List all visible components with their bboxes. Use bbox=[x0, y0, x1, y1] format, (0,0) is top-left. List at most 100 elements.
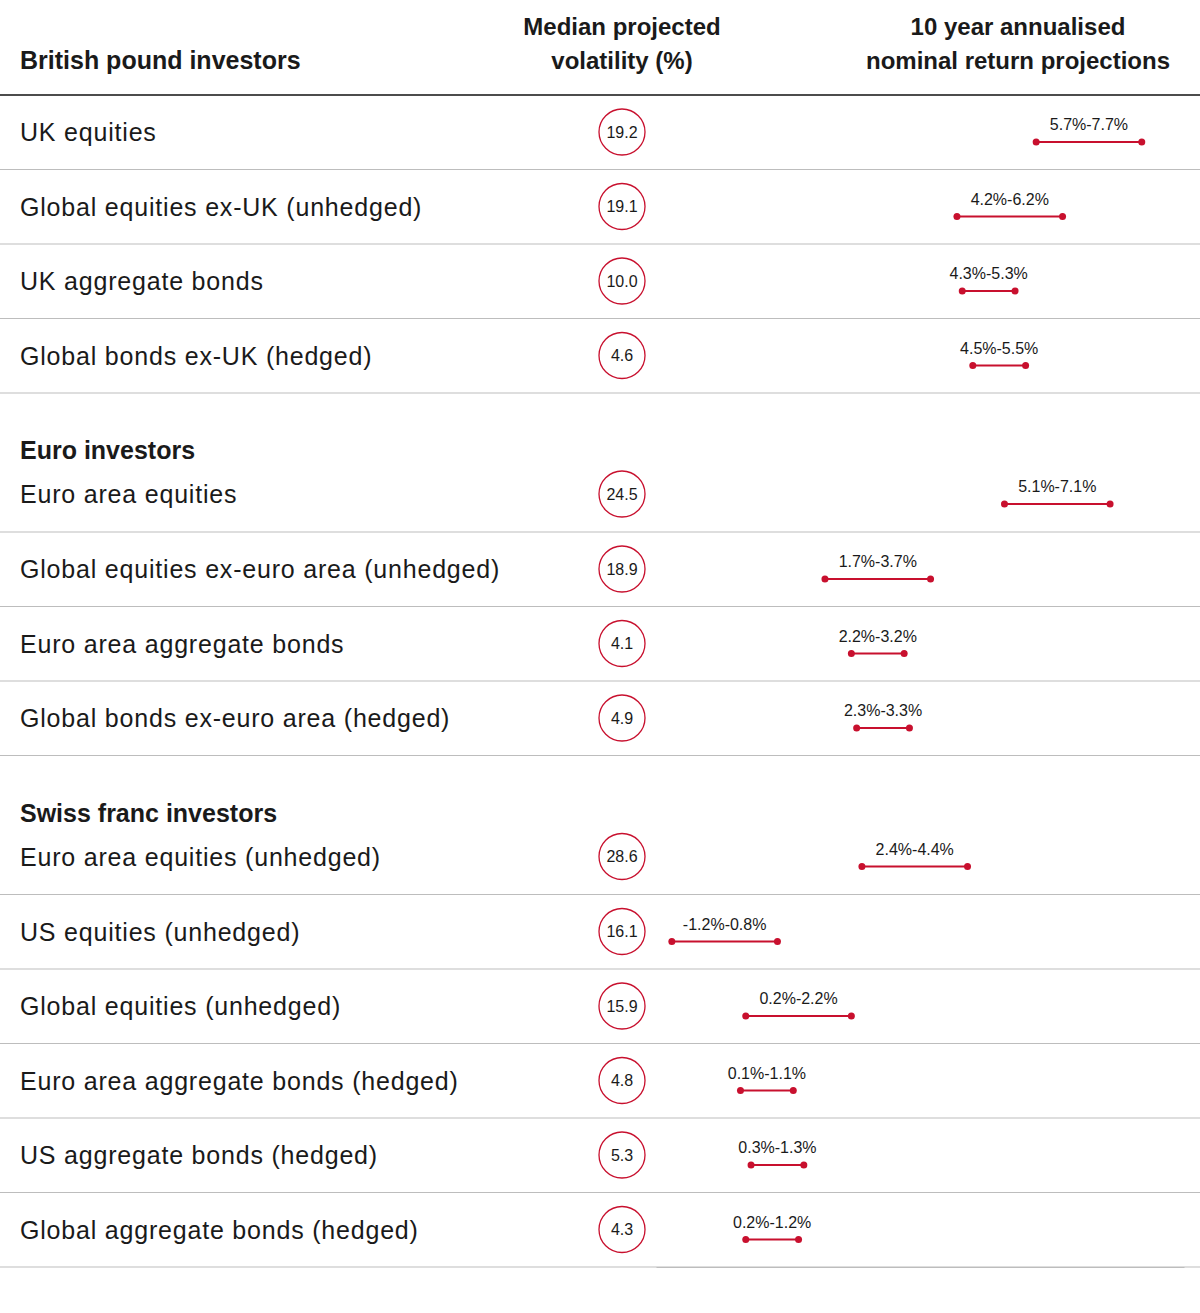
volatility-circle bbox=[599, 621, 645, 667]
row-separator bbox=[0, 1118, 1200, 1119]
range-label: 4.2%-6.2% bbox=[971, 191, 1049, 208]
range-label: 5.7%-7.7% bbox=[1050, 116, 1128, 133]
range-low-dot bbox=[748, 1162, 755, 1169]
range-high-dot bbox=[1022, 362, 1029, 369]
range-low-dot bbox=[959, 288, 966, 295]
range-high-dot bbox=[906, 725, 913, 732]
range-label: -1.2%-0.8% bbox=[683, 916, 767, 933]
range-bar bbox=[672, 941, 778, 943]
section-header: British pound investors bbox=[20, 46, 301, 74]
chart-container: Median projectedvolatility (%) 10 year an… bbox=[0, 0, 1200, 1313]
volatility-label: 16.1 bbox=[606, 923, 637, 940]
row-separator bbox=[0, 1043, 1200, 1044]
row-label: US equities (unhedged) bbox=[20, 918, 300, 946]
row-label: Euro area aggregate bonds bbox=[20, 630, 344, 658]
range-high-dot bbox=[1138, 139, 1145, 146]
range-bar bbox=[825, 578, 931, 580]
row-separator bbox=[0, 169, 1200, 170]
range-label: 1.7%-3.7% bbox=[839, 553, 917, 570]
texts-group: British pound investors UK equities 19.2 5.… bbox=[20, 46, 1128, 1253]
range-low-dot bbox=[853, 725, 860, 732]
volatility-circle bbox=[599, 333, 645, 379]
range-low-dot bbox=[858, 863, 865, 870]
volatility-label: 19.2 bbox=[606, 124, 637, 141]
row-label: Euro area equities (unhedged) bbox=[20, 843, 381, 871]
range-low-dot bbox=[737, 1087, 744, 1094]
volatility-label: 15.9 bbox=[606, 998, 637, 1015]
row-separator bbox=[0, 393, 1200, 394]
range-low-dot bbox=[821, 576, 828, 583]
row-separator bbox=[0, 894, 1200, 895]
range-low-dot bbox=[1033, 139, 1040, 146]
range-low-dot bbox=[1001, 501, 1008, 508]
volatility-label: 4.9 bbox=[611, 710, 633, 727]
range-label: 0.2%-2.2% bbox=[759, 990, 837, 1007]
volatility-circle bbox=[599, 983, 645, 1029]
volatility-circle bbox=[599, 258, 645, 304]
volatility-circle bbox=[599, 1207, 645, 1253]
row-label: Global equities (unhedged) bbox=[20, 992, 341, 1020]
volatility-label: 5.3 bbox=[611, 1147, 633, 1164]
row-label: Global bonds ex-euro area (hedged) bbox=[20, 704, 450, 732]
volatility-circle bbox=[599, 909, 645, 955]
section-header: Swiss franc investors bbox=[20, 799, 277, 827]
volatility-label: 4.8 bbox=[611, 1072, 633, 1089]
range-low-dot bbox=[742, 1236, 749, 1243]
range-bar bbox=[957, 216, 1063, 218]
range-high-dot bbox=[790, 1087, 797, 1094]
volatility-circle bbox=[599, 695, 645, 741]
range-low-dot bbox=[848, 650, 855, 657]
range-bar bbox=[962, 290, 1015, 292]
range-bar bbox=[857, 727, 910, 729]
volatility-label: 4.1 bbox=[611, 635, 633, 652]
range-label: 2.2%-3.2% bbox=[839, 628, 917, 645]
volatility-circle bbox=[599, 1132, 645, 1178]
volatility-label: 4.6 bbox=[611, 347, 633, 364]
row-label: Global aggregate bonds (hedged) bbox=[20, 1216, 419, 1244]
range-low-dot bbox=[742, 1013, 749, 1020]
row-separator bbox=[0, 1192, 1200, 1193]
range-high-dot bbox=[795, 1236, 802, 1243]
range-bar bbox=[862, 866, 968, 868]
range-high-dot bbox=[774, 938, 781, 945]
volatility-label: 19.1 bbox=[606, 198, 637, 215]
row-label: Euro area equities bbox=[20, 480, 237, 508]
volatility-label: 4.3 bbox=[611, 1221, 633, 1238]
range-high-dot bbox=[927, 576, 934, 583]
range-low-dot bbox=[969, 362, 976, 369]
row-separator bbox=[0, 318, 1200, 319]
range-bar bbox=[746, 1015, 852, 1017]
row-separator bbox=[0, 532, 1200, 533]
volatility-circle bbox=[599, 471, 645, 517]
range-high-dot bbox=[800, 1162, 807, 1169]
volatility-label: 10.0 bbox=[606, 273, 637, 290]
range-high-dot bbox=[1012, 288, 1019, 295]
header-rule bbox=[0, 94, 1200, 96]
column-header: 10 year annualisednominal return project… bbox=[866, 13, 1170, 74]
range-bar bbox=[740, 1090, 793, 1092]
row-separator bbox=[0, 681, 1200, 682]
row-label: UK aggregate bonds bbox=[20, 267, 264, 295]
volatility-circle bbox=[599, 109, 645, 155]
range-bar bbox=[1036, 141, 1142, 143]
chart-svg: Median projectedvolatility (%) 10 year an… bbox=[0, 0, 1200, 1313]
range-label: 2.3%-3.3% bbox=[844, 702, 922, 719]
row-separator bbox=[0, 244, 1200, 245]
range-high-dot bbox=[901, 650, 908, 657]
range-high-dot bbox=[1059, 213, 1066, 220]
range-bar bbox=[751, 1164, 804, 1166]
row-label: Global equities ex-UK (unhedged) bbox=[20, 193, 422, 221]
marks-group bbox=[668, 139, 1145, 1244]
row-separator bbox=[0, 969, 1200, 970]
column-header: Median projectedvolatility (%) bbox=[523, 13, 720, 74]
range-label: 0.1%-1.1% bbox=[728, 1065, 806, 1082]
volatility-label: 18.9 bbox=[606, 561, 637, 578]
row-label: UK equities bbox=[20, 118, 157, 146]
range-high-dot bbox=[964, 863, 971, 870]
range-label: 2.4%-4.4% bbox=[876, 841, 954, 858]
range-label: 4.5%-5.5% bbox=[960, 340, 1038, 357]
range-low-dot bbox=[953, 213, 960, 220]
range-bar bbox=[973, 365, 1026, 367]
range-label: 0.3%-1.3% bbox=[738, 1139, 816, 1156]
row-label: Global equities ex-euro area (unhedged) bbox=[20, 555, 500, 583]
